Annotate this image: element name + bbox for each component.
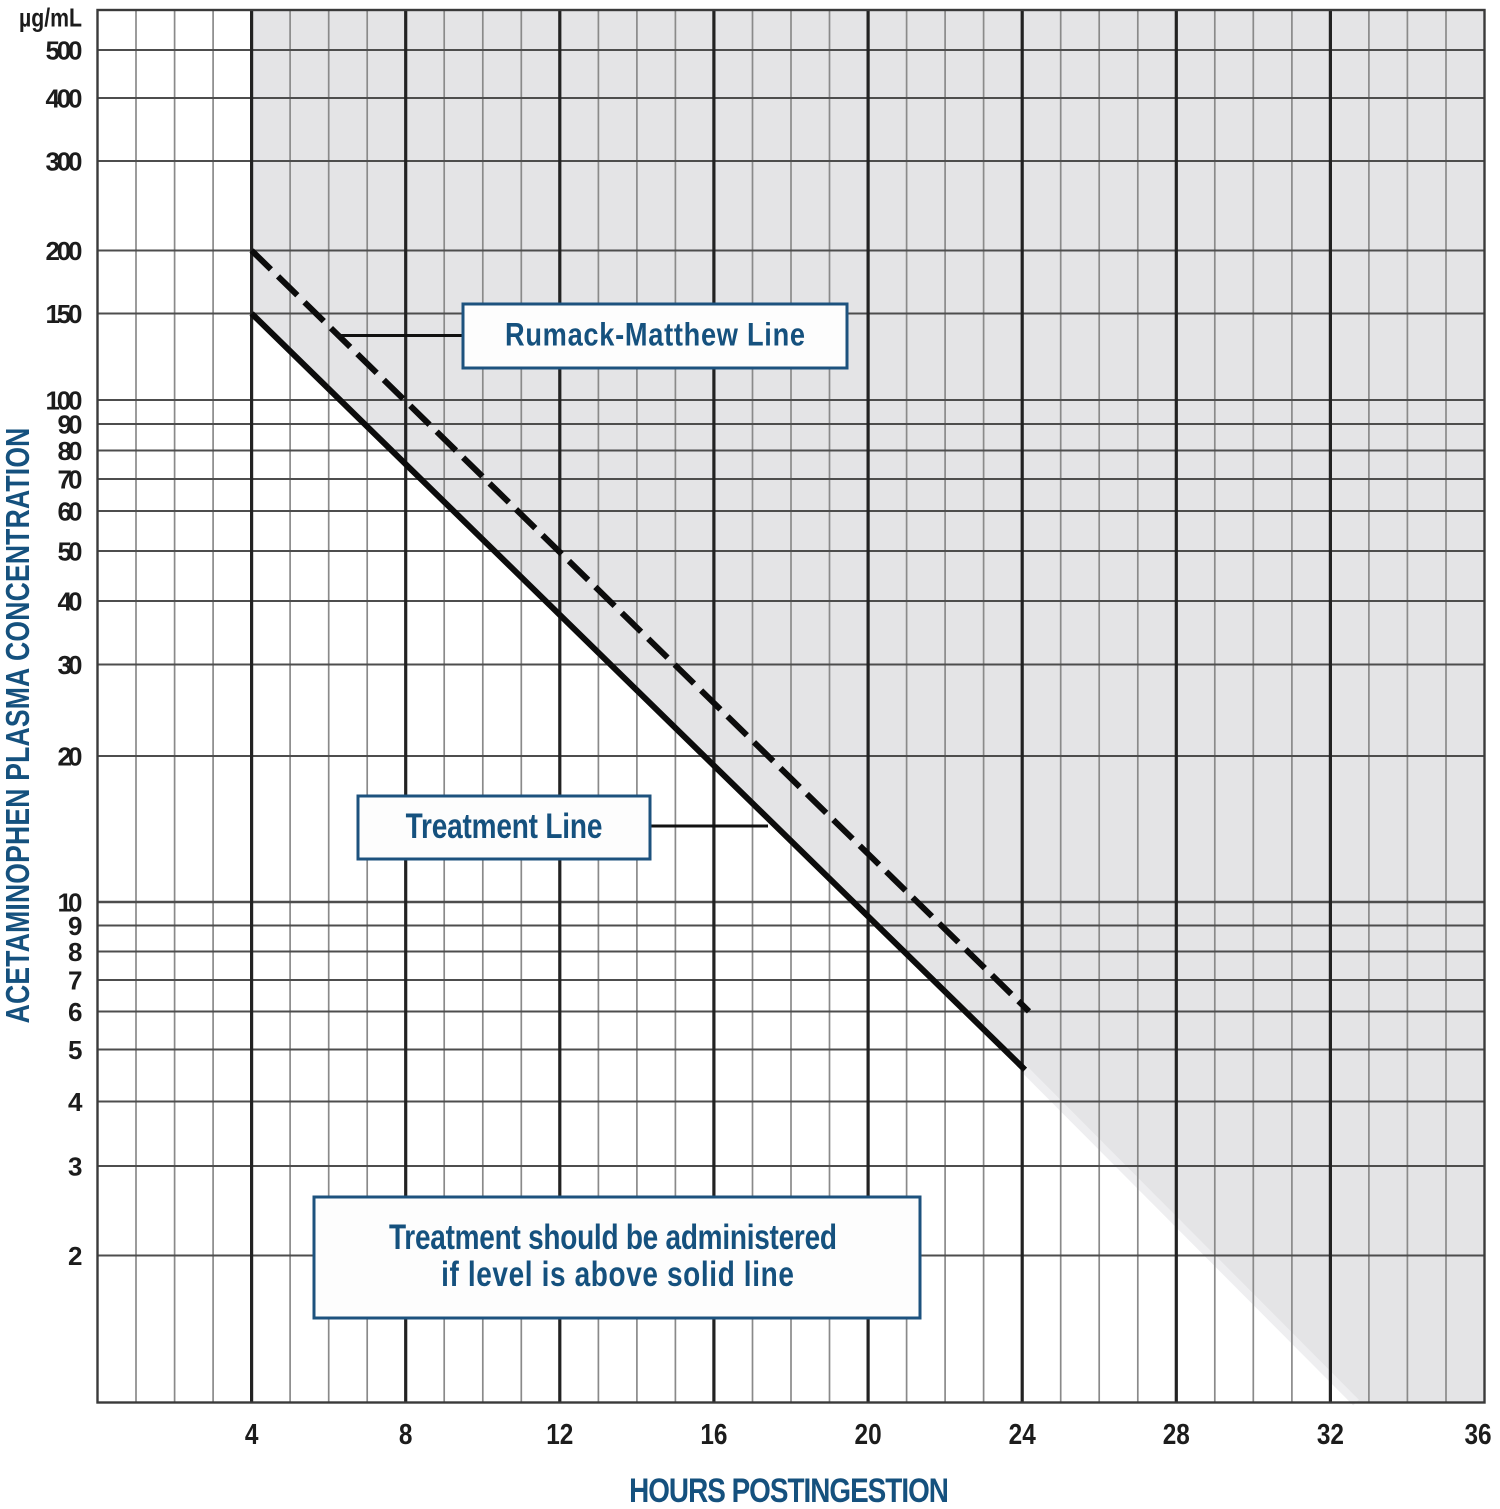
svg-text:36: 36	[1464, 1418, 1491, 1450]
svg-text:if level is above solid line: if level is above solid line	[441, 1254, 794, 1294]
svg-text:50: 50	[58, 537, 83, 567]
svg-text:30: 30	[58, 650, 83, 680]
svg-text:60: 60	[58, 497, 83, 527]
svg-text:28: 28	[1163, 1418, 1190, 1450]
svg-text:3: 3	[68, 1152, 82, 1182]
svg-text:10: 10	[58, 888, 83, 918]
svg-text:300: 300	[46, 147, 83, 177]
svg-text:500: 500	[46, 36, 83, 66]
svg-text:12: 12	[546, 1418, 573, 1450]
svg-text:µg/mL: µg/mL	[19, 3, 82, 33]
svg-text:80: 80	[58, 436, 83, 466]
svg-text:Treatment Line: Treatment Line	[406, 806, 603, 846]
svg-text:24: 24	[1009, 1418, 1036, 1450]
svg-text:7: 7	[68, 966, 82, 996]
svg-text:Treatment should be administer: Treatment should be administered	[389, 1217, 837, 1257]
svg-text:40: 40	[58, 587, 83, 617]
svg-text:5: 5	[68, 1035, 82, 1065]
svg-text:2: 2	[68, 1241, 82, 1271]
svg-text:400: 400	[46, 84, 83, 114]
svg-text:150: 150	[46, 299, 83, 329]
svg-text:ACETAMINOPHEN PLASMA CONCENTRA: ACETAMINOPHEN PLASMA CONCENTRATION	[0, 428, 36, 1024]
svg-text:20: 20	[855, 1418, 882, 1450]
svg-text:32: 32	[1317, 1418, 1344, 1450]
svg-text:HOURS POSTINGESTION: HOURS POSTINGESTION	[629, 1471, 949, 1509]
svg-text:6: 6	[68, 997, 82, 1027]
svg-text:16: 16	[700, 1418, 727, 1450]
svg-text:4: 4	[68, 1087, 83, 1117]
svg-text:20: 20	[58, 742, 83, 772]
svg-text:100: 100	[46, 386, 83, 416]
svg-text:8: 8	[399, 1418, 413, 1450]
svg-text:8: 8	[68, 937, 82, 967]
svg-text:Rumack-Matthew Line: Rumack-Matthew Line	[505, 317, 805, 353]
svg-text:9: 9	[68, 911, 82, 941]
svg-text:4: 4	[245, 1418, 259, 1450]
svg-text:200: 200	[46, 236, 83, 266]
svg-text:90: 90	[58, 410, 83, 440]
svg-text:70: 70	[58, 465, 83, 495]
